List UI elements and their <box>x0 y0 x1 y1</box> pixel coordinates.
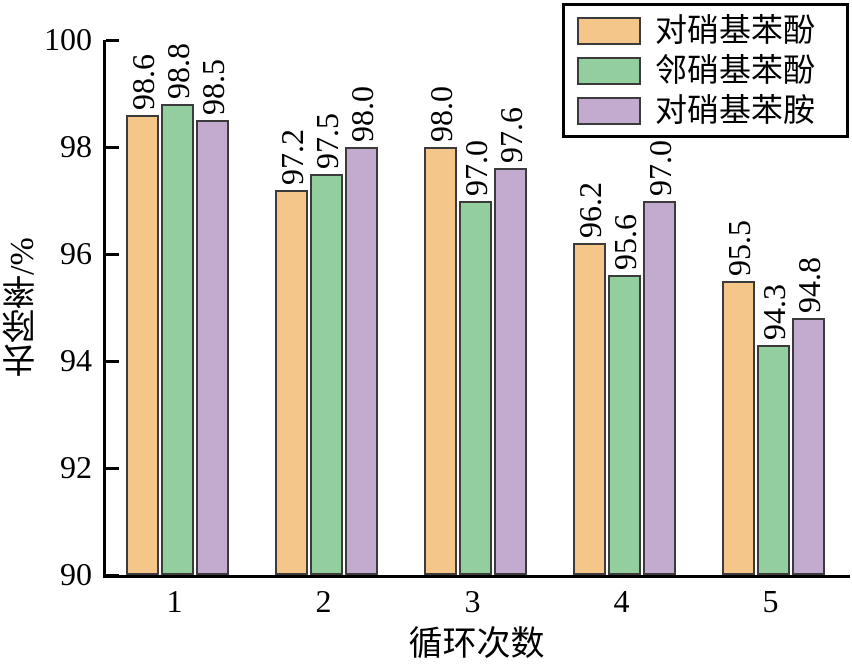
bar-value-label-wrap: 98.0 <box>343 86 380 142</box>
bar-value-label: 97.0 <box>457 139 494 196</box>
legend-label: 对硝基苯胺 <box>655 91 816 128</box>
bar-value-label: 98.0 <box>422 86 459 142</box>
bar-邻硝基苯酚-cycle-1 <box>161 104 194 575</box>
legend-swatch <box>577 16 641 45</box>
bar-对硝基苯胺-cycle-2 <box>345 147 378 575</box>
bar-value-label-wrap: 98.0 <box>422 86 459 142</box>
bar-value-label: 98.8 <box>159 43 196 100</box>
bar-对硝基苯胺-cycle-3 <box>494 168 527 575</box>
y-axis-tick <box>106 252 119 256</box>
y-axis-tick <box>106 38 119 42</box>
bar-value-label: 98.6 <box>124 53 161 110</box>
bar-value-label: 94.3 <box>755 283 792 340</box>
bar-value-label-wrap: 97.0 <box>641 139 678 196</box>
bar-对硝基苯酚-cycle-2 <box>275 189 308 575</box>
y-axis-title: 去除率/% <box>4 237 41 378</box>
bar-value-label: 94.8 <box>790 257 827 314</box>
bar-value-label-wrap: 98.8 <box>159 43 196 100</box>
bar-对硝基苯酚-cycle-3 <box>424 147 457 575</box>
bar-value-label: 97.0 <box>641 139 678 196</box>
bar-value-label: 96.2 <box>571 182 608 239</box>
bar-value-label: 98.0 <box>343 86 380 142</box>
x-tick-label: 2 <box>315 583 332 619</box>
bar-value-label-wrap: 94.8 <box>790 257 827 314</box>
y-tick-label: 98 <box>60 128 92 164</box>
x-tick-label: 4 <box>613 583 630 619</box>
y-tick-label: 90 <box>60 556 92 592</box>
y-tick-label: 100 <box>44 21 92 57</box>
y-axis-tick <box>106 466 119 470</box>
y-tick-label: 96 <box>60 235 92 271</box>
plot-area: 98.6 98.8 98.5 97.2 97.5 98.0 98.0 97.0 97.6 96.2… <box>103 38 850 578</box>
bar-value-label: 97.5 <box>308 112 345 169</box>
legend-swatch <box>577 56 641 85</box>
bar-value-label-wrap: 97.0 <box>457 139 494 196</box>
bar-对硝基苯酚-cycle-1 <box>126 114 159 575</box>
bar-对硝基苯酚-cycle-5 <box>722 280 755 575</box>
bar-value-label-wrap: 98.6 <box>124 53 161 110</box>
legend: 对硝基苯酚 邻硝基苯酚 对硝基苯胺 <box>562 3 849 138</box>
bar-邻硝基苯酚-cycle-5 <box>757 344 790 575</box>
bar-邻硝基苯酚-cycle-2 <box>310 173 343 575</box>
x-axis-title: 循环次数 <box>408 626 545 663</box>
legend-entry: 对硝基苯胺 <box>577 91 846 128</box>
x-tick-label: 3 <box>464 583 481 619</box>
bar-value-label-wrap: 97.2 <box>273 128 310 185</box>
y-tick-label: 94 <box>60 342 92 378</box>
bar-value-label: 97.6 <box>492 107 529 164</box>
bar-value-label: 95.6 <box>606 214 643 271</box>
bar-value-label: 98.5 <box>194 59 231 116</box>
y-tick-label: 92 <box>60 449 92 485</box>
bar-邻硝基苯酚-cycle-4 <box>608 275 641 575</box>
x-tick-label: 1 <box>166 583 183 619</box>
x-tick-label: 5 <box>762 583 779 619</box>
bar-对硝基苯胺-cycle-1 <box>196 120 229 575</box>
bar-value-label-wrap: 94.3 <box>755 283 792 340</box>
bar-value-label-wrap: 95.6 <box>606 214 643 271</box>
bar-value-label-wrap: 96.2 <box>571 182 608 239</box>
legend-entry: 邻硝基苯酚 <box>577 51 846 88</box>
legend-entry: 对硝基苯酚 <box>577 11 846 48</box>
bar-value-label-wrap: 98.5 <box>194 59 231 116</box>
legend-swatch <box>577 96 641 125</box>
bar-value-label: 95.5 <box>720 219 757 276</box>
y-axis-tick <box>106 359 119 363</box>
bar-value-label: 97.2 <box>273 128 310 185</box>
legend-label: 对硝基苯酚 <box>655 11 816 48</box>
bar-对硝基苯胺-cycle-5 <box>792 318 825 575</box>
bar-对硝基苯酚-cycle-4 <box>573 243 606 575</box>
legend-label: 邻硝基苯酚 <box>655 51 816 88</box>
bar-value-label-wrap: 97.5 <box>308 112 345 169</box>
bar-邻硝基苯酚-cycle-3 <box>459 200 492 575</box>
bar-对硝基苯胺-cycle-4 <box>643 200 676 575</box>
y-axis-tick <box>106 573 119 577</box>
y-axis-tick <box>106 145 119 149</box>
bar-value-label-wrap: 95.5 <box>720 219 757 276</box>
bar-value-label-wrap: 97.6 <box>492 107 529 164</box>
